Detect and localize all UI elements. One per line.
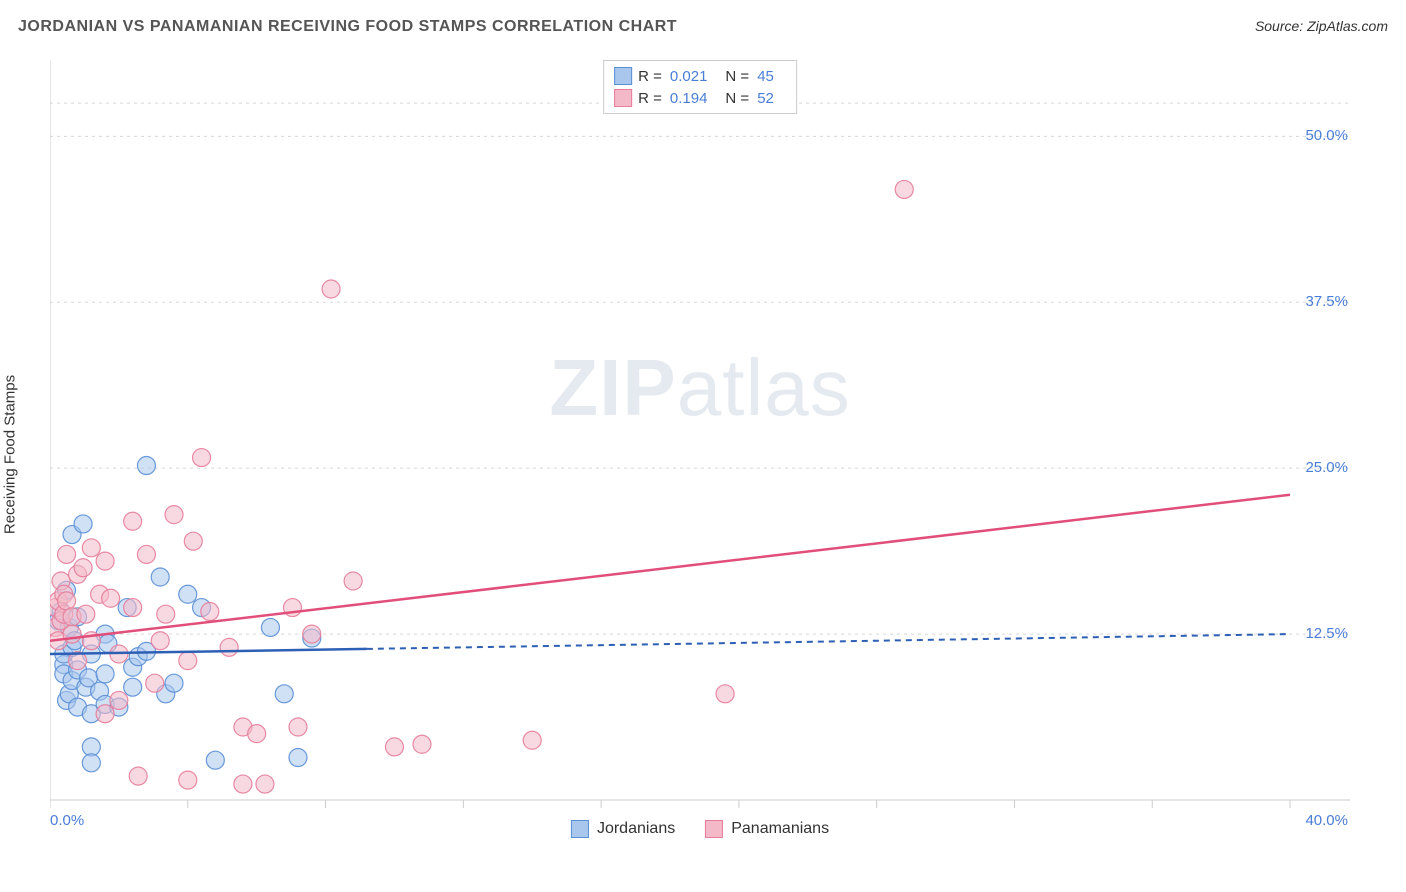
legend-r-value: 0.194 — [670, 90, 708, 107]
source-label: Source: ZipAtlas.com — [1255, 18, 1388, 34]
y-tick-label: 50.0% — [1305, 127, 1348, 144]
legend-n-value: 45 — [757, 68, 774, 85]
y-axis-label: Receiving Food Stamps — [2, 375, 19, 534]
title-bar: JORDANIAN VS PANAMANIAN RECEIVING FOOD S… — [18, 18, 1388, 36]
plot-area: ZIPatlas R = 0.021 N = 45 R = 0.194 N = … — [50, 60, 1350, 840]
scatter-plot-svg — [50, 60, 1350, 840]
legend-swatch-icon — [614, 89, 632, 107]
legend-item: Panamanians — [705, 820, 829, 838]
x-tick-label: 40.0% — [1305, 812, 1348, 829]
legend-stats-row: R = 0.194 N = 52 — [614, 87, 786, 109]
y-tick-label: 25.0% — [1305, 459, 1348, 476]
legend-item: Jordanians — [571, 820, 675, 838]
legend-stats-box: R = 0.021 N = 45 R = 0.194 N = 52 — [603, 60, 797, 114]
chart-title: JORDANIAN VS PANAMANIAN RECEIVING FOOD S… — [18, 18, 1388, 36]
legend-series: Jordanians Panamanians — [571, 820, 829, 838]
legend-n-label: N = — [725, 68, 749, 85]
legend-n-value: 52 — [757, 90, 774, 107]
legend-item-label: Panamanians — [731, 820, 829, 838]
legend-swatch-icon — [705, 820, 723, 838]
x-tick-label: 0.0% — [50, 812, 84, 829]
legend-n-label: N = — [725, 90, 749, 107]
legend-swatch-icon — [614, 67, 632, 85]
y-tick-label: 12.5% — [1305, 625, 1348, 642]
legend-r-value: 0.021 — [670, 68, 708, 85]
legend-stats-row: R = 0.021 N = 45 — [614, 65, 786, 87]
legend-r-label: R = — [638, 68, 662, 85]
legend-r-label: R = — [638, 90, 662, 107]
legend-swatch-icon — [571, 820, 589, 838]
chart-container: JORDANIAN VS PANAMANIAN RECEIVING FOOD S… — [0, 0, 1406, 892]
y-tick-label: 37.5% — [1305, 293, 1348, 310]
legend-item-label: Jordanians — [597, 820, 675, 838]
